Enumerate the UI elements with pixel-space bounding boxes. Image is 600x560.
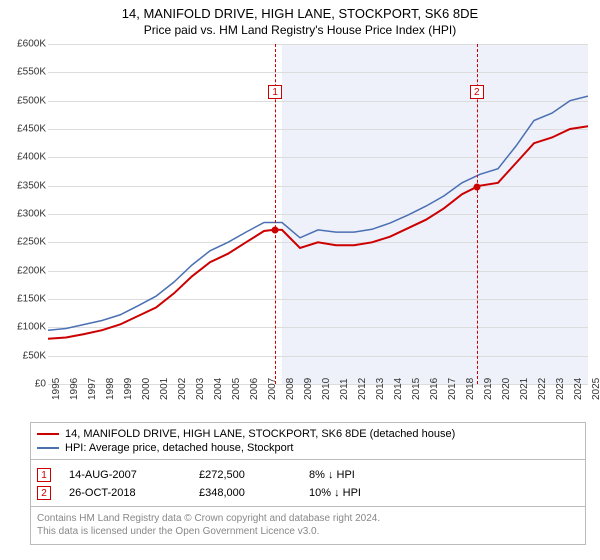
y-tick-label: £100K	[2, 322, 46, 333]
y-tick-label: £250K	[2, 237, 46, 248]
legend-row-hpi: HPI: Average price, detached house, Stoc…	[37, 441, 579, 455]
y-tick-label: £450K	[2, 124, 46, 135]
footer: Contains HM Land Registry data © Crown c…	[31, 507, 585, 544]
legend-row-property: 14, MANIFOLD DRIVE, HIGH LANE, STOCKPORT…	[37, 427, 579, 441]
x-axis-labels: 1995199619971998199920002001200220032004…	[48, 384, 588, 420]
tx-price: £348,000	[199, 487, 309, 499]
legend-swatch-hpi	[37, 447, 59, 449]
y-tick-label: £500K	[2, 95, 46, 106]
y-tick-label: £350K	[2, 180, 46, 191]
y-tick-label: £550K	[2, 67, 46, 78]
tx-delta: 10% ↓ HPI	[309, 487, 361, 499]
legend-and-footer: 14, MANIFOLD DRIVE, HIGH LANE, STOCKPORT…	[30, 422, 586, 545]
y-tick-label: £200K	[2, 265, 46, 276]
legend: 14, MANIFOLD DRIVE, HIGH LANE, STOCKPORT…	[31, 423, 585, 460]
table-row: 1 14-AUG-2007 £272,500 8% ↓ HPI	[37, 466, 579, 484]
tx-delta: 8% ↓ HPI	[309, 469, 355, 481]
x-tick-label: 2025	[591, 378, 600, 400]
marker-ref-icon: 1	[37, 468, 51, 482]
y-tick-label: £150K	[2, 294, 46, 305]
y-tick-label: £300K	[2, 209, 46, 220]
plot-area: 12 £0£50K£100K£150K£200K£250K£300K£350K£…	[48, 44, 588, 384]
page-title: 14, MANIFOLD DRIVE, HIGH LANE, STOCKPORT…	[0, 0, 600, 21]
footer-line: This data is licensed under the Open Gov…	[37, 525, 579, 538]
marker-label: 2	[470, 85, 484, 99]
marker-ref-icon: 2	[37, 486, 51, 500]
legend-label-property: 14, MANIFOLD DRIVE, HIGH LANE, STOCKPORT…	[65, 428, 455, 440]
page-subtitle: Price paid vs. HM Land Registry's House …	[0, 21, 600, 41]
y-tick-label: £50K	[2, 350, 46, 361]
y-tick-label: £0	[2, 379, 46, 390]
table-row: 2 26-OCT-2018 £348,000 10% ↓ HPI	[37, 484, 579, 502]
marker-label: 1	[268, 85, 282, 99]
tx-date: 26-OCT-2018	[69, 487, 199, 499]
tx-price: £272,500	[199, 469, 309, 481]
chart-container: 14, MANIFOLD DRIVE, HIGH LANE, STOCKPORT…	[0, 0, 600, 560]
tx-date: 14-AUG-2007	[69, 469, 199, 481]
line-series	[48, 44, 588, 384]
y-tick-label: £600K	[2, 39, 46, 50]
transactions-table: 1 14-AUG-2007 £272,500 8% ↓ HPI 2 26-OCT…	[31, 460, 585, 507]
y-tick-label: £400K	[2, 152, 46, 163]
legend-swatch-property	[37, 433, 59, 435]
legend-label-hpi: HPI: Average price, detached house, Stoc…	[65, 442, 294, 454]
footer-line: Contains HM Land Registry data © Crown c…	[37, 512, 579, 525]
